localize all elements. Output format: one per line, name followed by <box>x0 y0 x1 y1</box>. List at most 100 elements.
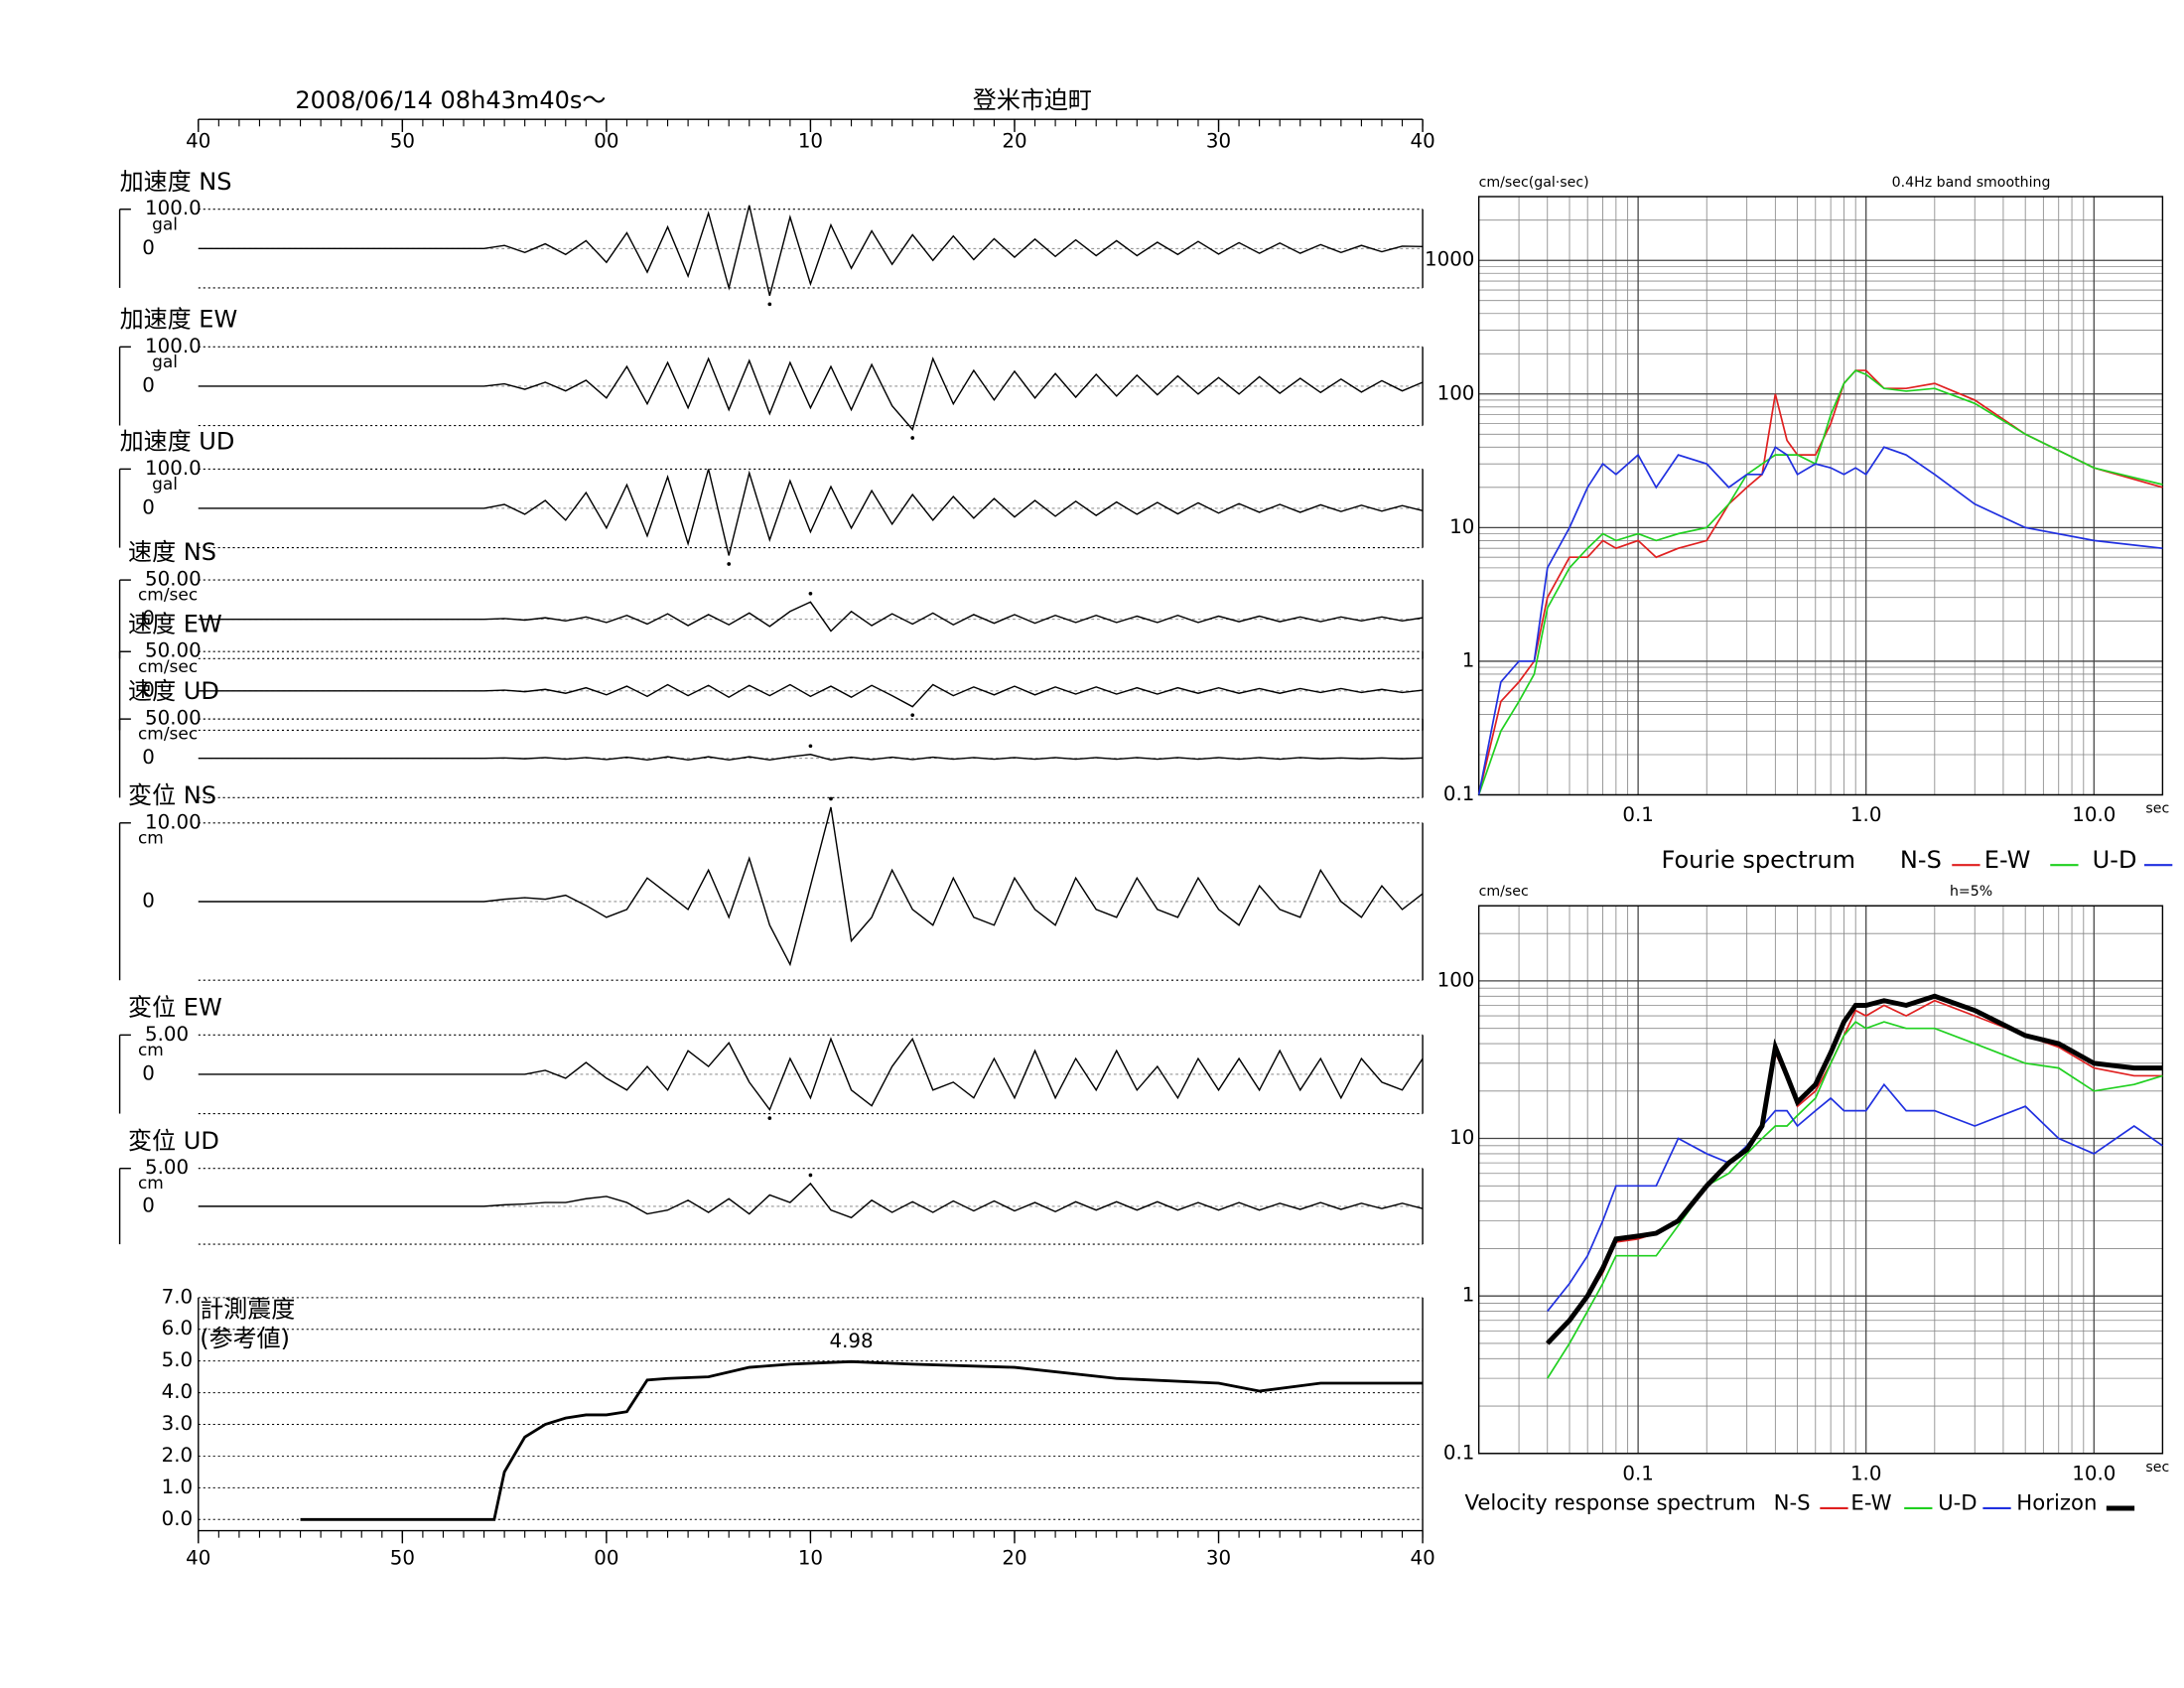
legend-title: Fourie spectrum <box>1662 846 1856 874</box>
time-tick-label: 50 <box>390 1546 415 1569</box>
unit-label: cm <box>138 1174 164 1194</box>
x-tick-label: 10.0 <box>2072 803 2116 826</box>
subtitle: h=5% <box>1950 884 1992 900</box>
y-tick-label: 0.1 <box>1443 782 1474 805</box>
legend-label: E-W <box>1984 846 2031 874</box>
y-tick-label: 7.0 <box>162 1285 193 1308</box>
plot-frame <box>1477 196 2164 796</box>
y-tick-label: 1 <box>1462 648 1475 671</box>
trace-title: 加速度 UD <box>120 428 235 456</box>
unit-label: cm <box>138 828 164 848</box>
y-tick-label: 50.00 <box>145 639 202 662</box>
y-tick-label: 50.00 <box>145 707 202 730</box>
y-tick-label: 3.0 <box>162 1412 193 1435</box>
peak-dot <box>808 1173 813 1178</box>
time-tick-label: 50 <box>390 129 415 152</box>
trace-title: 変位 EW <box>128 993 222 1021</box>
y-tick-label: 5.0 <box>162 1348 193 1371</box>
trace-title: 速度 EW <box>128 610 222 637</box>
time-tick-label: 00 <box>594 129 618 152</box>
y-tick-label: 100.0 <box>145 335 202 357</box>
x-tick-label: 0.1 <box>1622 1463 1653 1485</box>
peak-dot <box>727 562 732 566</box>
y-tick-label: 4.0 <box>162 1380 193 1403</box>
peak-dot <box>767 1116 772 1120</box>
y-tick-label: 0.0 <box>162 1507 193 1530</box>
subtitle: 0.4Hz band smoothing <box>1892 175 2051 191</box>
y-tick-label: 0 <box>142 236 155 259</box>
time-tick-label: 10 <box>798 1546 823 1569</box>
spectrum-line <box>1547 999 2163 1344</box>
unit-label: gal <box>152 352 178 372</box>
unit-label: gal <box>152 214 178 234</box>
peak-dot <box>829 796 833 801</box>
y-tick-label: 100 <box>1437 968 1475 991</box>
time-tick-label: 40 <box>186 1546 210 1569</box>
spectrum-line <box>1545 993 2163 1345</box>
legend-label: N-S <box>1900 846 1942 874</box>
waveform <box>198 356 1424 431</box>
y-tick-label: 0 <box>142 607 155 630</box>
time-tick-label: 20 <box>1002 1546 1026 1569</box>
intensity-title: 計測震度 <box>200 1296 295 1324</box>
y-tick-label: 6.0 <box>162 1317 193 1339</box>
peak-dot <box>910 436 915 440</box>
x-axis-label: sec <box>2145 1460 2169 1476</box>
station: 登米市迫町 <box>973 86 1092 114</box>
y-tick-label: 0 <box>142 1061 155 1084</box>
spectrum-line <box>1477 369 2163 795</box>
x-tick-label: 0.1 <box>1622 803 1653 826</box>
peak-dot <box>910 713 915 718</box>
plot-frame <box>1477 905 2164 1455</box>
y-tick-label: 0 <box>142 495 155 518</box>
time-tick-label: 40 <box>1410 1546 1434 1569</box>
waveform <box>198 1182 1424 1219</box>
legend-label: N-S <box>1774 1491 1811 1516</box>
time-tick-label: 40 <box>1410 129 1434 152</box>
legend-label: U-D <box>2093 846 2137 874</box>
waveform <box>198 683 1424 708</box>
unit-label: cm/sec <box>138 725 198 745</box>
y-tick-label: 0.1 <box>1443 1441 1474 1464</box>
unit-label: gal <box>152 475 178 494</box>
y-tick-label: 10.00 <box>145 810 202 833</box>
y-tick-label: 1.0 <box>162 1476 193 1498</box>
spectrum-line <box>1547 1082 2163 1313</box>
time-tick-label: 30 <box>1206 129 1231 152</box>
waveform <box>198 1037 1424 1112</box>
peak-dot <box>767 302 772 307</box>
y-tick-label: 10 <box>1449 515 1474 538</box>
trace-title: 速度 NS <box>128 538 216 566</box>
y-tick-label: 1000 <box>1425 248 1474 271</box>
unit-label: cm/sec <box>138 657 198 677</box>
peak-label: 4.98 <box>829 1330 873 1352</box>
x-axis-label: sec <box>2145 801 2169 817</box>
legend-title: Velocity response spectrum <box>1464 1491 1755 1516</box>
waveform <box>198 469 1424 556</box>
datetime: 2008/06/14 08h43m40s〜 <box>295 86 606 114</box>
spectrum-line <box>1477 446 2163 795</box>
y-tick-label: 0 <box>142 678 155 701</box>
waveform <box>198 754 1424 762</box>
y-tick-label: 1 <box>1462 1284 1475 1307</box>
intensity-subtitle: (参考値) <box>200 1325 290 1352</box>
intensity-line <box>300 1359 1424 1521</box>
time-tick-label: 00 <box>594 1546 618 1569</box>
time-tick-label: 30 <box>1206 1546 1231 1569</box>
waveform <box>198 601 1424 633</box>
y-tick-label: 2.0 <box>162 1444 193 1467</box>
y-tick-label: 5.00 <box>145 1023 189 1046</box>
y-tick-label: 0 <box>142 746 155 769</box>
y-axis-label: cm/sec <box>1479 884 1529 900</box>
x-tick-label: 1.0 <box>1850 803 1881 826</box>
y-tick-label: 5.00 <box>145 1156 189 1179</box>
y-tick-label: 50.00 <box>145 568 202 591</box>
trace-title: 加速度 EW <box>120 305 238 333</box>
waveform <box>198 205 1424 297</box>
y-tick-label: 100.0 <box>145 457 202 480</box>
legend-label: E-W <box>1850 1491 1891 1516</box>
peak-dot <box>808 591 813 596</box>
y-tick-label: 100 <box>1437 381 1475 404</box>
unit-label: cm/sec <box>138 586 198 606</box>
